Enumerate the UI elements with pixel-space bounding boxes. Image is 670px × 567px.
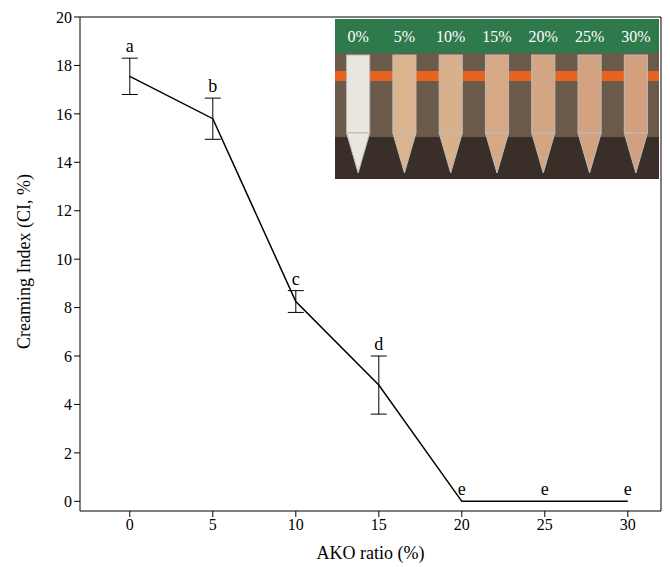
svg-text:e: e — [458, 479, 466, 499]
svg-text:25%: 25% — [575, 28, 604, 45]
svg-text:a: a — [126, 36, 134, 56]
svg-text:AKO ratio (%): AKO ratio (%) — [317, 543, 425, 564]
svg-text:0%: 0% — [347, 28, 368, 45]
svg-text:0: 0 — [126, 516, 134, 533]
svg-text:b: b — [208, 76, 217, 96]
svg-text:e: e — [541, 479, 549, 499]
svg-text:10: 10 — [56, 251, 72, 268]
svg-text:4: 4 — [64, 396, 72, 413]
svg-text:d: d — [374, 334, 383, 354]
svg-text:2: 2 — [64, 445, 72, 462]
svg-text:Creaming Index (CI, %): Creaming Index (CI, %) — [14, 174, 35, 349]
svg-text:10%: 10% — [436, 28, 465, 45]
svg-text:15%: 15% — [482, 28, 511, 45]
svg-text:c: c — [292, 269, 300, 289]
svg-text:6: 6 — [64, 348, 72, 365]
svg-text:18: 18 — [56, 57, 72, 74]
svg-text:25: 25 — [537, 516, 553, 533]
svg-text:8: 8 — [64, 299, 72, 316]
svg-text:20: 20 — [454, 516, 470, 533]
svg-text:10: 10 — [288, 516, 304, 533]
svg-text:30%: 30% — [621, 28, 650, 45]
svg-text:20%: 20% — [529, 28, 558, 45]
svg-text:5%: 5% — [394, 28, 415, 45]
svg-text:0: 0 — [64, 493, 72, 510]
svg-text:30: 30 — [620, 516, 636, 533]
svg-text:e: e — [624, 479, 632, 499]
svg-text:14: 14 — [56, 154, 72, 171]
svg-text:15: 15 — [371, 516, 387, 533]
svg-text:16: 16 — [56, 106, 72, 123]
svg-text:20: 20 — [56, 9, 72, 26]
svg-text:12: 12 — [56, 202, 72, 219]
svg-text:5: 5 — [209, 516, 217, 533]
